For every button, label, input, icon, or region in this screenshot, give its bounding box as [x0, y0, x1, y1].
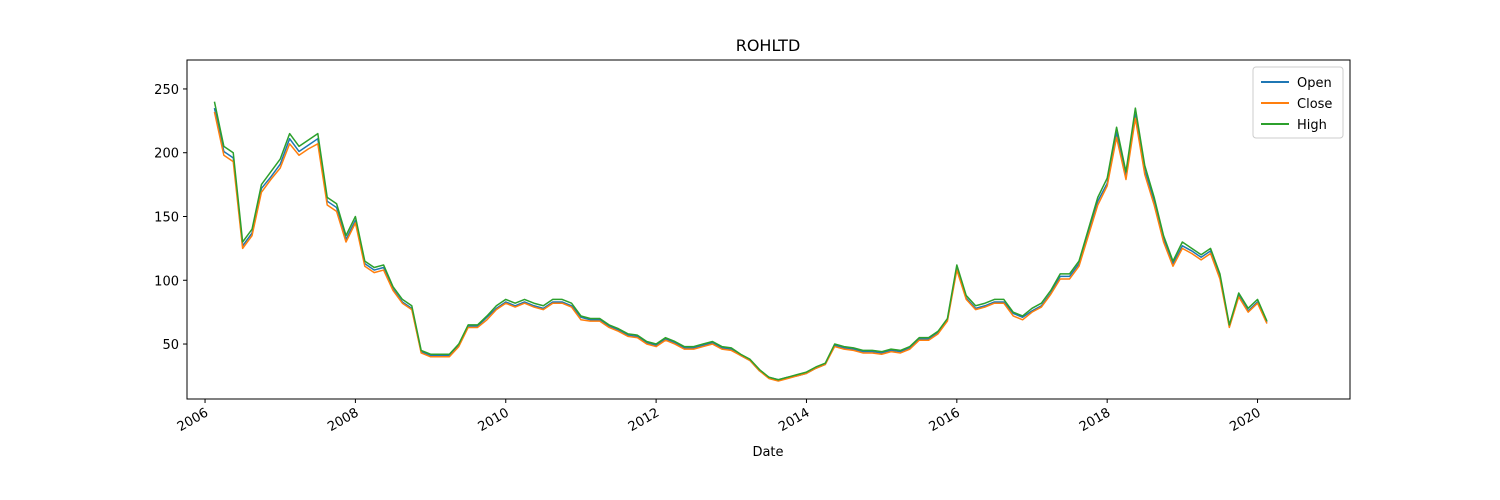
x-axis-label: Date	[752, 445, 783, 460]
y-tick-label: 50	[162, 338, 179, 353]
legend-label: High	[1297, 118, 1327, 133]
line-series	[213, 101, 1268, 381]
legend-box	[1252, 66, 1344, 139]
chart-title: ROHLTD	[736, 36, 801, 55]
y-tick-label: 250	[154, 83, 179, 98]
y-tick-label: 100	[154, 274, 179, 289]
legend-label: Close	[1297, 97, 1332, 112]
legend: Open Close High	[1252, 66, 1344, 139]
y-tick-label: 150	[154, 210, 179, 225]
line-series	[213, 111, 1268, 382]
y-tick-label: 200	[154, 147, 179, 162]
legend-label: Open	[1297, 76, 1332, 91]
axes-frame	[186, 59, 1351, 400]
